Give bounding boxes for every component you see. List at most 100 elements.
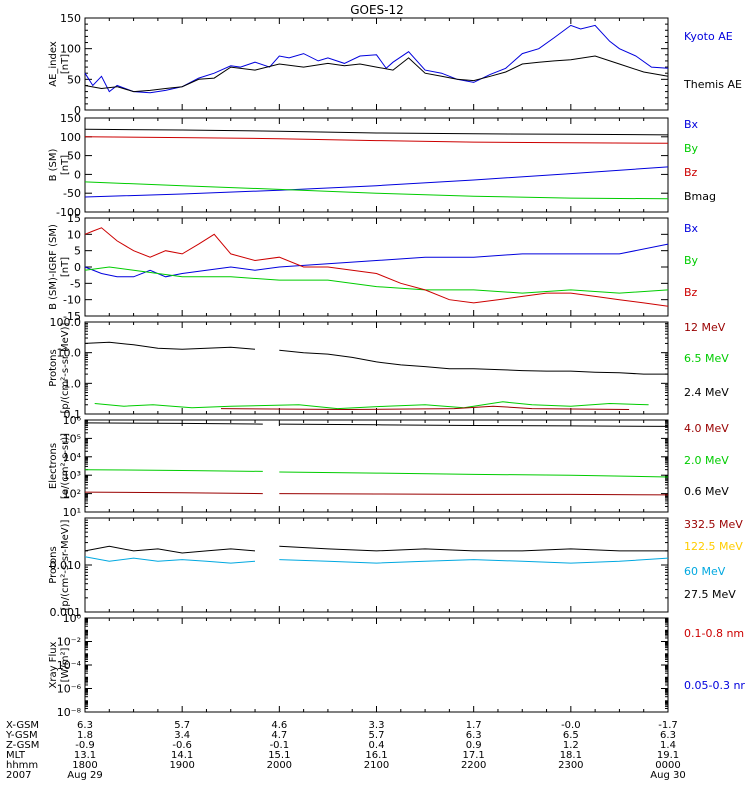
y-axis-label: [W/m²] (60, 647, 71, 682)
x-table-cell: 0.9 (466, 740, 482, 751)
x-table-cell: 3.3 (369, 720, 385, 731)
panel-frame (84, 17, 669, 111)
x-table-row-label: 2007 (6, 770, 31, 781)
y-axis-label: AE_index (48, 41, 59, 87)
y-axis-label: Xray Flux (48, 641, 59, 688)
y-axis-label: Protons (48, 349, 59, 386)
legend-label: 0.6 MeV (684, 485, 729, 498)
x-table-cell: 1.8 (77, 730, 93, 741)
x-table-cell: 13.1 (74, 750, 96, 761)
x-table-cell: 6.3 (77, 720, 93, 731)
series-line (94, 401, 649, 410)
legend-label: Bz (684, 286, 698, 299)
panel-frame (84, 217, 669, 317)
y-tick-label: -50 (63, 187, 81, 200)
x-table-cell: 2200 (461, 760, 486, 771)
legend-label: By (684, 142, 699, 155)
x-table-cell: 18.1 (560, 750, 582, 761)
y-axis-label: [nT] (60, 54, 71, 74)
panel-frame (84, 321, 669, 415)
y-tick-label: 5 (74, 245, 81, 258)
y-tick-label: 0 (74, 168, 81, 181)
series-line (84, 556, 256, 564)
panel-3: -15 -10 -5 0 5 10 15 B (SM)-IGRF (SM) [nT] Bx By Bz (48, 212, 699, 323)
y-tick-label: 150 (60, 112, 81, 125)
series-line (84, 266, 669, 294)
y-tick-label: 0.1 (64, 408, 82, 421)
x-table-cell: 16.1 (365, 750, 387, 761)
y-tick-label: 10³ (63, 469, 81, 482)
y-tick-label: 10¹ (63, 506, 81, 519)
y-axis-label: B (SM) (48, 148, 59, 181)
x-table-cell: 4.7 (271, 730, 287, 741)
legend-label: 122.5 MeV (684, 540, 743, 553)
legend-label: 6.5 MeV (684, 352, 729, 365)
x-table-cell: -0.1 (270, 740, 290, 751)
y-tick-label: 10⁰ (63, 612, 82, 625)
legend-label: 12 MeV (684, 321, 726, 334)
y-tick-label: 10⁻² (57, 636, 81, 649)
series-line (279, 557, 669, 564)
legend-label: 0.05-0.3 nr (684, 679, 745, 692)
series-line (84, 227, 669, 307)
panel-frame (84, 517, 669, 613)
y-tick-label: 10⁻⁶ (57, 683, 82, 696)
x-table-cell: 2000 (267, 760, 292, 771)
panel-frame (84, 419, 669, 513)
series-line (279, 493, 669, 496)
x-table-row-label: Y-GSM (5, 730, 38, 741)
legend-label: 27.5 MeV (684, 588, 736, 601)
x-date-label: Aug 30 (650, 770, 685, 781)
figure-title: GOES-12 (350, 3, 404, 17)
x-table-cell: 1900 (169, 760, 194, 771)
legend-label: Bx (684, 222, 699, 235)
legend-label: 60 MeV (684, 565, 726, 578)
y-tick-label: 50 (67, 150, 81, 163)
y-tick-label: 100 (60, 131, 81, 144)
x-table-cell: 1.4 (660, 740, 676, 751)
y-tick-label: 10⁴ (63, 451, 82, 464)
x-table-cell: 6.5 (563, 730, 579, 741)
y-axis-label: Protons (48, 546, 59, 583)
series-line (84, 422, 263, 425)
panel-7: 10⁻⁸ 10⁻⁶ 10⁻⁴ 10⁻² 10⁰ Xray Flux [W/m²] 0.1-0.… (48, 612, 745, 719)
y-tick-label: 100 (60, 43, 81, 56)
x-table-cell: 4.6 (271, 720, 287, 731)
series-line (84, 166, 669, 198)
y-tick-label: -10 (63, 294, 81, 307)
series-line (84, 136, 669, 144)
legend-label: Bz (684, 166, 698, 179)
y-tick-label: 10⁵ (63, 432, 81, 445)
series-line (84, 55, 669, 93)
y-tick-label: 10⁻⁴ (57, 659, 82, 672)
y-tick-label: -5 (70, 277, 81, 290)
y-tick-label: 10.0 (57, 347, 82, 360)
legend-label: 0.1-0.8 nm (684, 627, 744, 640)
y-tick-label: 15 (67, 212, 81, 225)
panel-4: 0.1 1.0 10.0 100.0 Protons [p/(cm²-s-sr-MeV)]… (48, 316, 729, 421)
legend-label: Bmag (684, 190, 716, 203)
series-line (84, 491, 263, 495)
x-table-cell: 1800 (72, 760, 97, 771)
y-tick-label: 0.010 (50, 559, 82, 572)
y-tick-label: 150 (60, 12, 81, 25)
x-table-cell: 0000 (655, 760, 680, 771)
x-table-cell: 1.2 (563, 740, 579, 751)
legend-label: 2.4 MeV (684, 386, 729, 399)
x-table-row-label: X-GSM (6, 720, 39, 731)
legend-label: By (684, 254, 699, 267)
legend-label: Kyoto AE (684, 30, 733, 43)
x-table-cell: 5.7 (174, 720, 190, 731)
series-line (84, 341, 256, 350)
y-tick-label: 1.0 (64, 377, 82, 390)
x-date-label: Aug 29 (67, 770, 102, 781)
y-tick-label: 10⁶ (63, 414, 82, 427)
x-table-cell: 19.1 (657, 750, 679, 761)
x-table-cell: 0.4 (369, 740, 385, 751)
x-table-cell: 6.3 (660, 730, 676, 741)
series-line (84, 24, 669, 94)
x-table-cell: -0.6 (172, 740, 192, 751)
